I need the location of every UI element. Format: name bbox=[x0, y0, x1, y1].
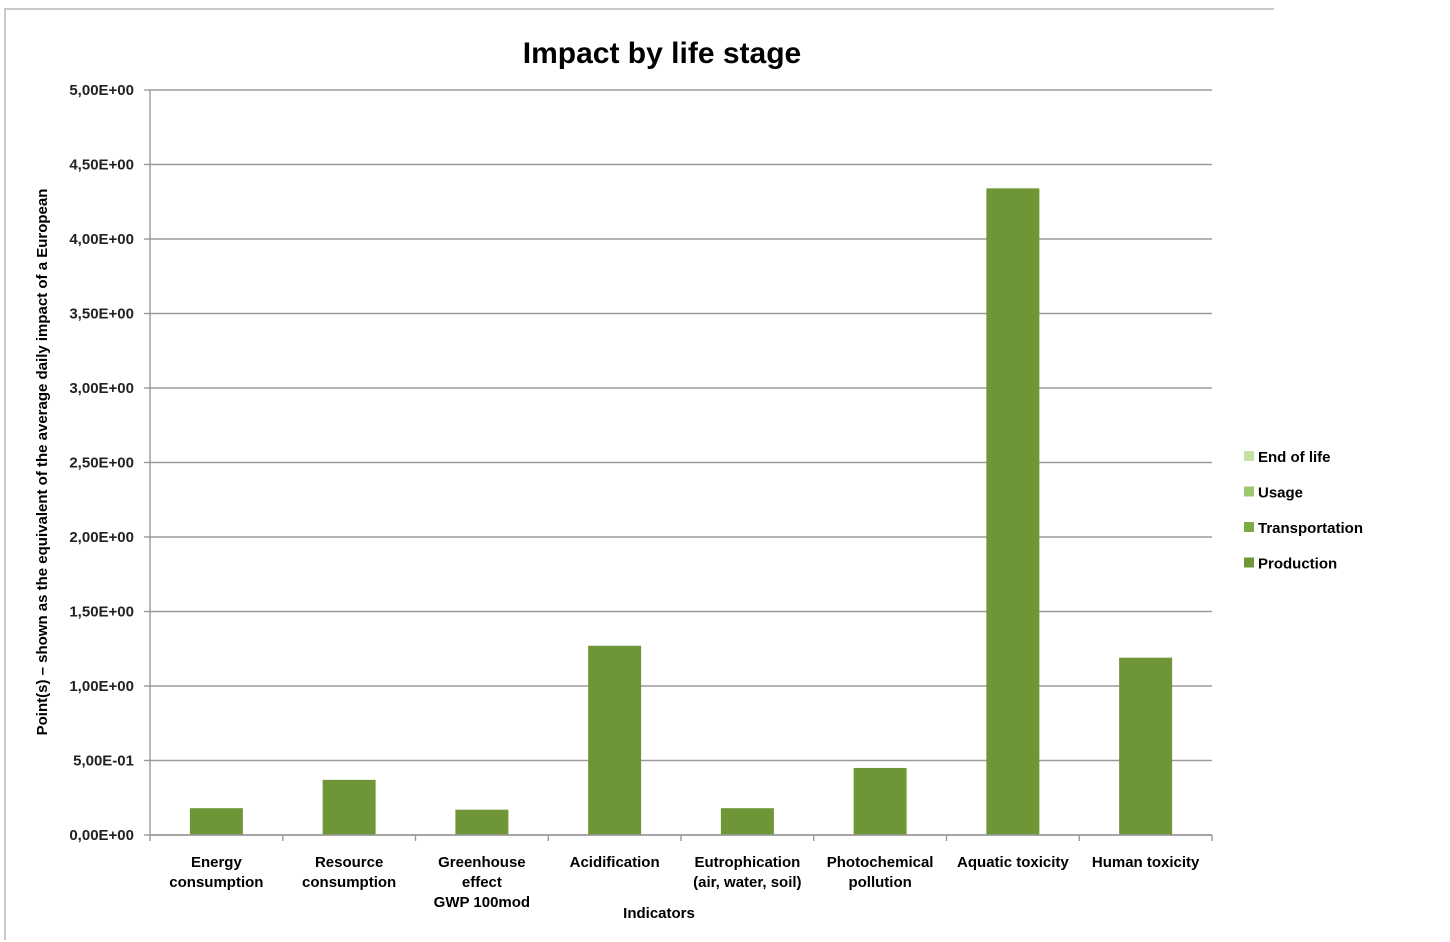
y-tick-label: 5,00E+00 bbox=[69, 82, 134, 99]
legend-label: End of life bbox=[1258, 449, 1331, 466]
bar-production bbox=[189, 808, 243, 835]
y-tick-label: 0,00E+00 bbox=[69, 827, 134, 844]
x-category-label: pollution bbox=[848, 874, 911, 891]
x-category-label: (air, water, soil) bbox=[693, 874, 801, 891]
y-tick-label: 2,00E+00 bbox=[69, 529, 134, 546]
x-category-label: consumption bbox=[302, 874, 396, 891]
x-axis-categories: Energy consumption Resource consumption Gree… bbox=[149, 834, 1213, 911]
y-tick-label: 1,00E+00 bbox=[69, 678, 134, 695]
bars bbox=[189, 188, 1173, 836]
y-tick-label: 4,50E+00 bbox=[69, 157, 134, 174]
y-tick-label: 2,50E+00 bbox=[69, 455, 134, 472]
gridlines bbox=[149, 89, 1212, 836]
bar-production bbox=[455, 809, 509, 835]
x-category-label: Aquatic toxicity bbox=[957, 854, 1069, 871]
bar-production bbox=[986, 188, 1040, 836]
bar-production bbox=[1119, 657, 1173, 835]
y-tick-label: 5,00E-01 bbox=[73, 753, 134, 770]
x-category-label: Eutrophication bbox=[694, 854, 800, 871]
x-category-label: Greenhouse bbox=[438, 854, 526, 871]
y-tick-label: 3,50E+00 bbox=[69, 306, 134, 323]
legend-label: Usage bbox=[1258, 485, 1303, 502]
x-category-label: Resource bbox=[315, 854, 383, 871]
legend-label: Transportation bbox=[1258, 520, 1363, 537]
bar-production bbox=[720, 808, 774, 835]
chart-frame bbox=[4, 8, 1274, 940]
x-category-label: effect bbox=[462, 874, 502, 891]
bar-production bbox=[853, 767, 907, 835]
x-category-label: Acidification bbox=[570, 854, 660, 871]
x-category-label: consumption bbox=[169, 874, 263, 891]
y-tick-label: 1,50E+00 bbox=[69, 604, 134, 621]
x-axis-label: Indicators bbox=[623, 905, 695, 922]
legend-swatch bbox=[1244, 522, 1254, 532]
bar-production bbox=[322, 779, 376, 835]
legend-swatch bbox=[1244, 486, 1254, 497]
y-axis-label: Point(s) – shown as the equivalent of th… bbox=[34, 189, 51, 736]
x-category-label: Human toxicity bbox=[1092, 854, 1200, 871]
legend-swatch bbox=[1244, 451, 1254, 461]
x-category-label: Photochemical bbox=[827, 854, 934, 871]
legend-swatch bbox=[1244, 557, 1254, 568]
x-category-label: Energy bbox=[191, 854, 243, 871]
chart-title: Impact by life stage bbox=[523, 37, 801, 70]
bar-production bbox=[588, 645, 642, 835]
y-tick-label: 3,00E+00 bbox=[69, 380, 134, 397]
x-category-label: GWP 100mod bbox=[434, 894, 530, 911]
legend-label: Production bbox=[1258, 556, 1337, 573]
y-axis-ticks: 0,00E+00 5,00E-01 1,00E+00 1,50E+00 2,00E+00… bbox=[69, 82, 150, 844]
legend: End of life Usage Transportation Production bbox=[1244, 449, 1363, 573]
y-tick-label: 4,00E+00 bbox=[69, 231, 134, 248]
